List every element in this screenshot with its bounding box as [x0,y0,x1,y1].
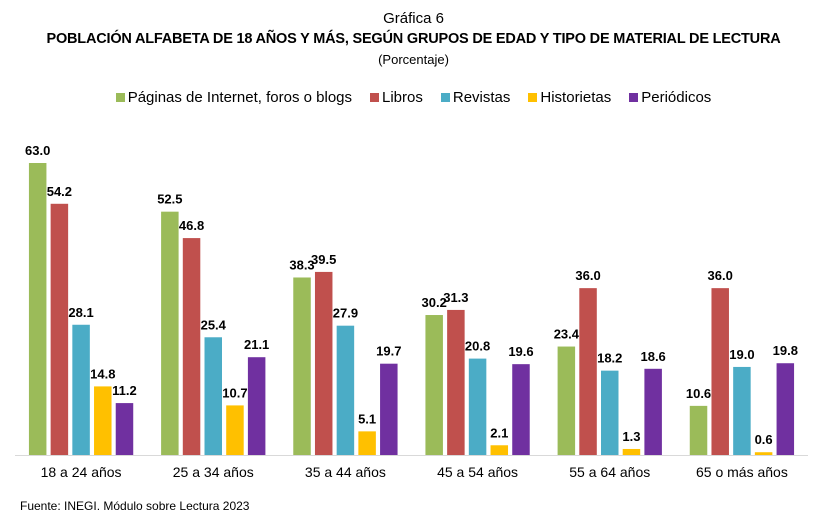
legend-item-historietas: Historietas [528,89,611,106]
chart-title: POBLACIÓN ALFABETA DE 18 AÑOS Y MÁS, SEG… [46,31,781,47]
data-label: 46.8 [179,218,204,233]
legend-label: Páginas de Internet, foros o blogs [127,89,352,106]
bar-revistas-65-o-mas-anos [733,366,751,455]
legend-swatch [440,93,450,102]
bar-periodicos-55-a-64-anos [644,368,662,455]
bar-paginas-de-internet-foros-o-blogs-25-a-34-anos [161,211,179,455]
bar-revistas-25-a-34-anos [204,337,222,455]
x-tick-label: 35 a 44 años [305,464,386,480]
legend-item-libros: Libros [370,89,423,106]
x-tick-label: 18 a 24 años [41,464,122,480]
legend-label: Periódicos [641,89,712,106]
bar-periodicos-45-a-54-anos [512,364,530,455]
bar-libros-35-a-44-anos [314,271,333,455]
bar-historietas-18-a-24-anos [94,386,112,455]
data-label: 39.5 [311,252,336,267]
data-label: 18.2 [597,351,622,366]
data-label: 25.4 [201,317,227,332]
bar-revistas-45-a-54-anos [468,358,487,455]
bar-paginas-de-internet-foros-o-blogs-35-a-44-anos [293,277,311,455]
bar-revistas-18-a-24-anos [72,324,90,455]
legend-swatch [370,93,379,102]
legend-label: Libros [382,89,423,106]
data-label: 21.1 [244,337,269,352]
data-label: 1.3 [622,429,640,444]
data-label: 38.3 [289,257,314,272]
legend-swatch [115,93,125,102]
data-label: 36.0 [708,268,733,283]
data-label: 19.6 [508,344,533,359]
data-label: 10.6 [686,386,711,401]
bar-periodicos-65-o-mas-anos [776,363,795,455]
bar-paginas-de-internet-foros-o-blogs-55-a-64-anos [557,346,576,455]
source-note: Fuente: INEGI. Módulo sobre Lectura 2023 [20,499,250,513]
data-label: 19.7 [376,344,401,359]
legend-item-periodicos: Periódicos [629,89,711,106]
legend-swatch [528,93,538,102]
data-label: 0.6 [755,432,773,447]
bar-periodicos-35-a-44-anos [380,363,398,455]
bar-libros-18-a-24-anos [50,203,69,455]
data-label: 63.0 [25,143,50,158]
x-tick-label: 45 a 54 años [437,464,518,480]
bar-historietas-35-a-44-anos [358,431,376,455]
chart-subtitle: (Porcentaje) [378,52,449,67]
data-label: 52.5 [157,192,182,207]
x-tick-label: 25 a 34 años [173,464,254,480]
data-label: 54.2 [47,184,72,199]
data-label: 20.8 [465,339,490,354]
bar-periodicos-18-a-24-anos [115,403,134,455]
data-label: 31.3 [443,290,468,305]
data-label: 19.0 [729,347,754,362]
data-label: 14.8 [90,366,115,381]
data-label: 28.1 [68,305,93,320]
legend-swatch [629,93,639,102]
legend-label: Historietas [540,89,612,106]
data-label: 19.8 [773,343,798,358]
data-label: 11.2 [112,383,137,398]
chart-label: Gráfica 6 [383,10,444,27]
x-tick-label: 65 o más años [696,464,788,480]
bar-libros-65-o-mas-anos [711,288,729,455]
bar-revistas-55-a-64-anos [601,370,619,455]
data-label: 30.2 [422,295,447,310]
bar-libros-25-a-34-anos [182,238,201,455]
data-label: 18.6 [640,349,665,364]
data-label: 23.4 [554,327,580,342]
data-label: 10.7 [222,385,247,400]
bar-libros-55-a-64-anos [579,288,597,455]
bar-paginas-de-internet-foros-o-blogs-18-a-24-anos [28,163,47,455]
bar-libros-45-a-54-anos [447,309,465,455]
bar-revistas-35-a-44-anos [336,325,355,455]
bar-historietas-55-a-64-anos [622,448,641,455]
x-tick-label: 55 a 64 años [569,464,650,480]
legend-item-internet: Páginas de Internet, foros o blogs [115,89,352,106]
bar-paginas-de-internet-foros-o-blogs-45-a-54-anos [425,315,443,455]
data-label: 2.1 [490,425,508,440]
bar-historietas-25-a-34-anos [226,405,244,455]
legend-item-revistas: Revistas [440,89,511,106]
data-label: 36.0 [575,268,600,283]
bar-historietas-65-o-mas-anos [754,452,773,455]
bar-paginas-de-internet-foros-o-blogs-65-o-mas-anos [689,405,708,455]
legend: Páginas de Internet, foros o blogs Libro… [0,89,827,106]
legend-label: Revistas [452,89,511,106]
bar-historietas-45-a-54-anos [490,445,509,455]
data-label: 27.9 [333,306,358,321]
data-label: 5.1 [358,411,376,426]
bar-periodicos-25-a-34-anos [247,357,266,455]
